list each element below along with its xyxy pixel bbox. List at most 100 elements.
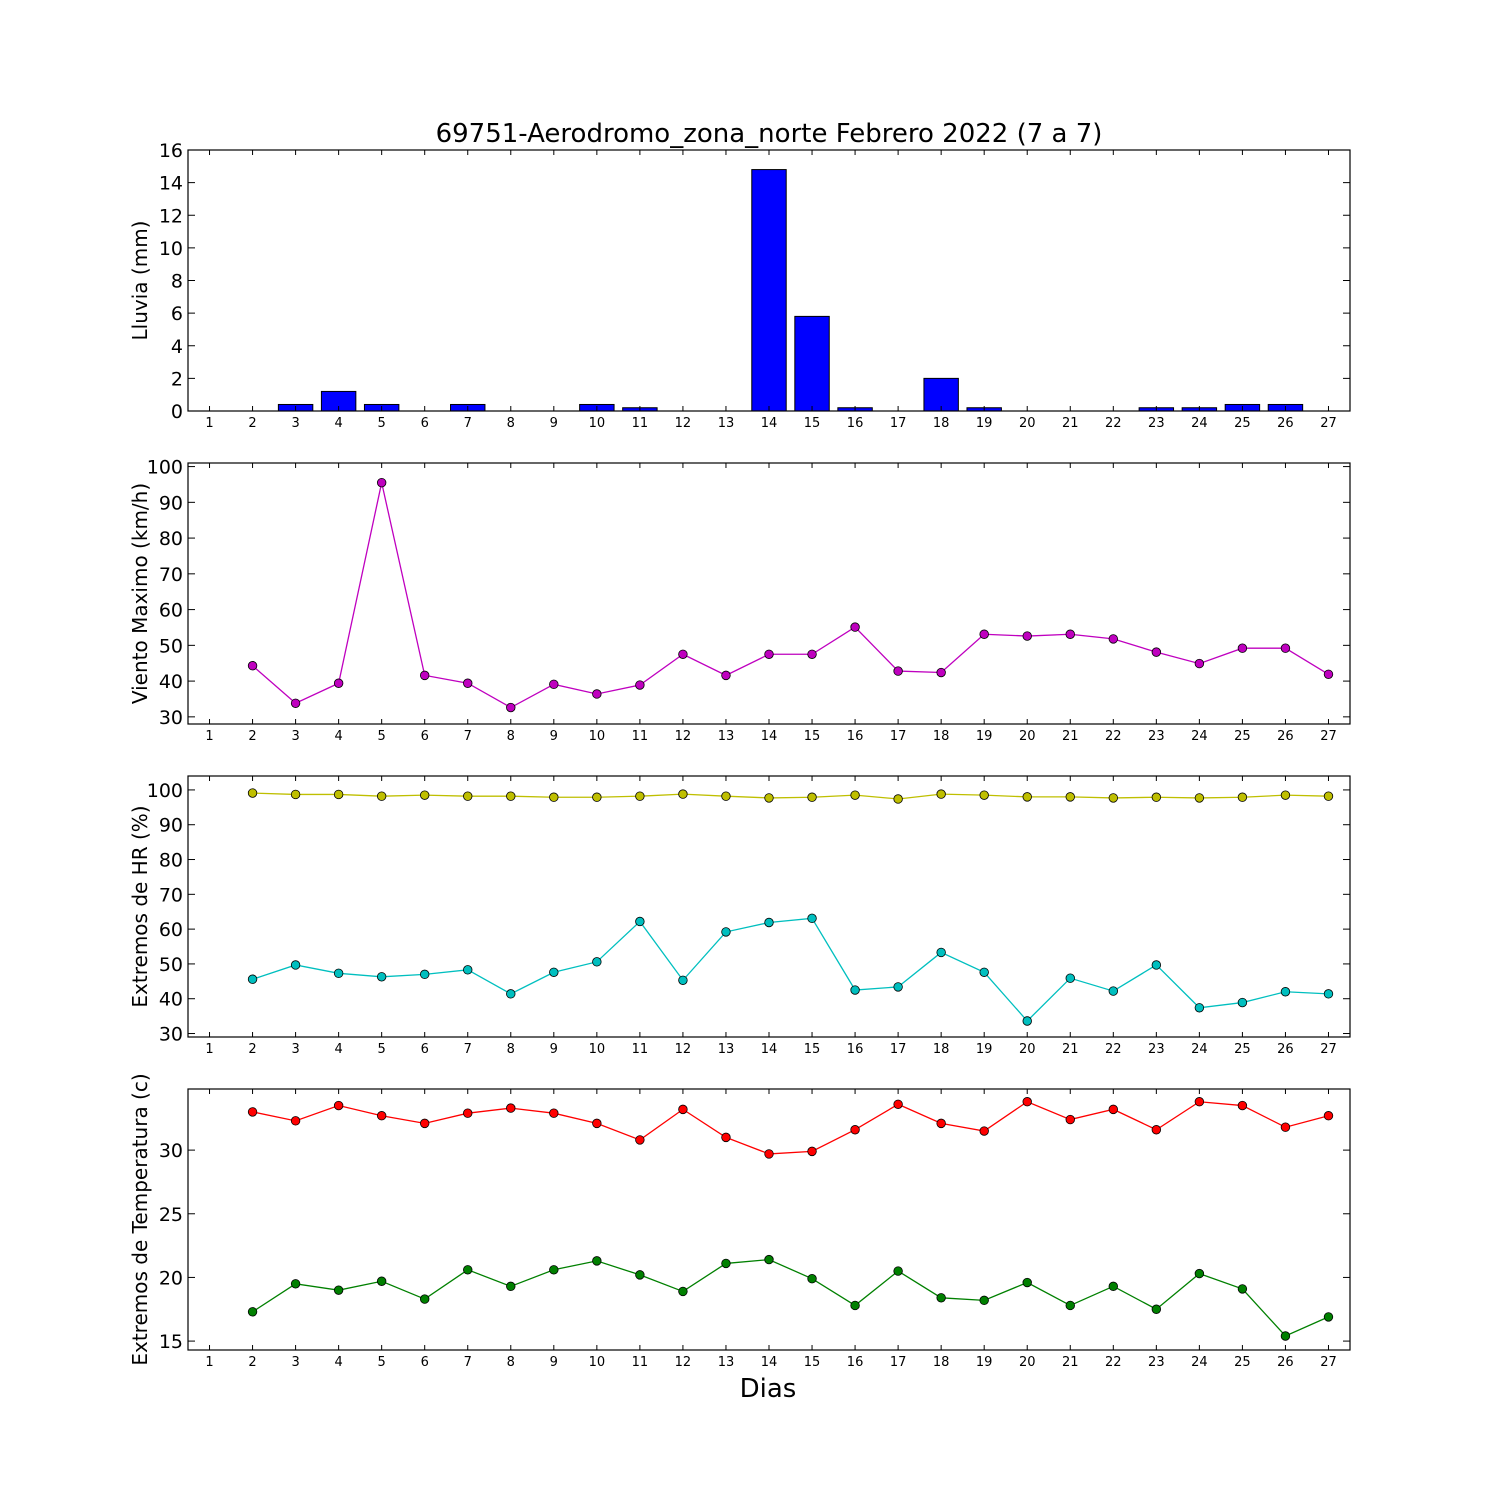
x-tick-label: 26: [1277, 729, 1294, 744]
data-point: [764, 649, 774, 659]
x-tick-label: 9: [550, 416, 558, 431]
data-point: [549, 792, 559, 802]
data-point: [290, 960, 301, 970]
temperature-panel: 1 2 3 4 5 6 7 8 9 10 11 12 13 14 15 16 17 18 19 20 21 22 23 24 2…: [128, 1073, 1351, 1370]
x-tick-label: 8: [507, 1355, 515, 1370]
data-point: [678, 789, 688, 799]
x-tick-label: 8: [507, 416, 515, 431]
data-point: [1065, 973, 1075, 983]
x-tick-label: 5: [378, 1042, 386, 1057]
x-tick-label: 13: [718, 729, 735, 744]
x-tick-label: 2: [248, 416, 256, 431]
x-tick-label: 17: [890, 729, 907, 744]
data-point: [893, 1099, 903, 1109]
data-point: [1151, 1304, 1162, 1314]
x-tick-label: 13: [718, 1042, 735, 1057]
data-point: [1065, 1114, 1075, 1125]
data-point: [850, 790, 860, 800]
x-tick-label: 21: [1062, 416, 1079, 431]
data-point: [1065, 1300, 1075, 1311]
x-tick-label: 20: [1019, 729, 1036, 744]
data-point: [635, 1135, 645, 1145]
y-tick-label: 16: [159, 140, 183, 162]
y-tick-label: 12: [159, 205, 183, 227]
data-point: [592, 957, 602, 967]
data-point: [1151, 1125, 1162, 1135]
data-point: [506, 1103, 516, 1113]
x-tick-label: 25: [1234, 729, 1251, 744]
x-tick-label: 23: [1148, 1042, 1165, 1057]
data-point: [376, 1111, 387, 1121]
x-tick-label: 16: [847, 1042, 864, 1057]
figure-title: 69751-Aerodromo_zona_norte Febrero 2022 …: [436, 119, 1103, 149]
x-tick-label: 14: [761, 1355, 778, 1370]
data-point: [1280, 1122, 1291, 1132]
y-tick-label: 100: [147, 780, 183, 802]
data-point: [1237, 997, 1248, 1008]
rain-bar: [751, 169, 787, 412]
data-point: [1108, 634, 1118, 644]
data-point: [979, 629, 989, 639]
x-tick-label: 10: [589, 416, 606, 431]
x-tick-label: 15: [804, 1355, 821, 1370]
data-point: [893, 794, 903, 804]
data-point: [1237, 643, 1248, 653]
data-point: [463, 1108, 473, 1118]
data-point: [1323, 669, 1334, 680]
y-tick-label: 50: [159, 954, 183, 976]
data-point: [247, 788, 258, 798]
x-tick-label: 12: [675, 416, 692, 431]
x-tick-label: 19: [976, 416, 993, 431]
series-line: [252, 792, 1329, 800]
x-tick-label: 1: [205, 416, 213, 431]
x-tick-label: 17: [890, 1042, 907, 1057]
data-point: [893, 1266, 903, 1276]
rain-bar: [923, 377, 959, 412]
data-point: [1323, 1312, 1334, 1322]
data-point: [549, 1108, 559, 1118]
x-tick-label: 18: [933, 1355, 950, 1370]
data-point: [1237, 1284, 1248, 1294]
data-point: [764, 917, 774, 928]
data-point: [1151, 960, 1162, 970]
x-tick-label: 4: [334, 416, 342, 431]
x-tick-label: 27: [1320, 729, 1337, 744]
data-point: [936, 947, 946, 958]
x-tick-label: 21: [1062, 1042, 1079, 1057]
x-tick-label: 22: [1105, 1355, 1122, 1370]
data-point: [506, 791, 516, 801]
data-point: [333, 789, 344, 800]
data-point: [1022, 1016, 1032, 1026]
series-line: [252, 1100, 1329, 1155]
humidity-panel: 1 2 3 4 5 6 7 8 9 10 11 12 13 14 15 16 17 18 19 20 21 22 23 24 2…: [128, 775, 1351, 1057]
y-tick-label: 6: [171, 303, 183, 325]
data-point: [635, 1270, 645, 1280]
x-tick-label: 14: [761, 416, 778, 431]
x-tick-label: 7: [464, 1042, 472, 1057]
data-point: [1280, 643, 1291, 653]
data-point: [850, 1300, 860, 1311]
data-point: [1108, 986, 1118, 996]
y-tick-label: 70: [159, 884, 183, 906]
x-tick-label: 14: [761, 729, 778, 744]
data-point: [1323, 1111, 1334, 1121]
data-point: [1108, 1281, 1118, 1292]
x-tick-label: 12: [675, 729, 692, 744]
data-point: [1022, 1277, 1032, 1288]
data-point: [1237, 792, 1248, 802]
x-tick-label: 1: [205, 729, 213, 744]
data-point: [721, 791, 731, 801]
x-tick-label: 9: [550, 729, 558, 744]
data-point: [333, 968, 344, 979]
x-tick-label: 22: [1105, 729, 1122, 744]
x-tick-label: 7: [464, 729, 472, 744]
data-point: [420, 1118, 430, 1129]
y-axis-label: Viento Maximo (km/h): [128, 483, 152, 704]
x-tick-label: 10: [589, 1042, 606, 1057]
data-point: [936, 789, 946, 799]
x-tick-label: 3: [291, 1042, 299, 1057]
data-point: [850, 622, 860, 632]
data-point: [1022, 1097, 1032, 1107]
x-tick-label: 11: [632, 416, 649, 431]
y-tick-label: 8: [171, 271, 183, 293]
